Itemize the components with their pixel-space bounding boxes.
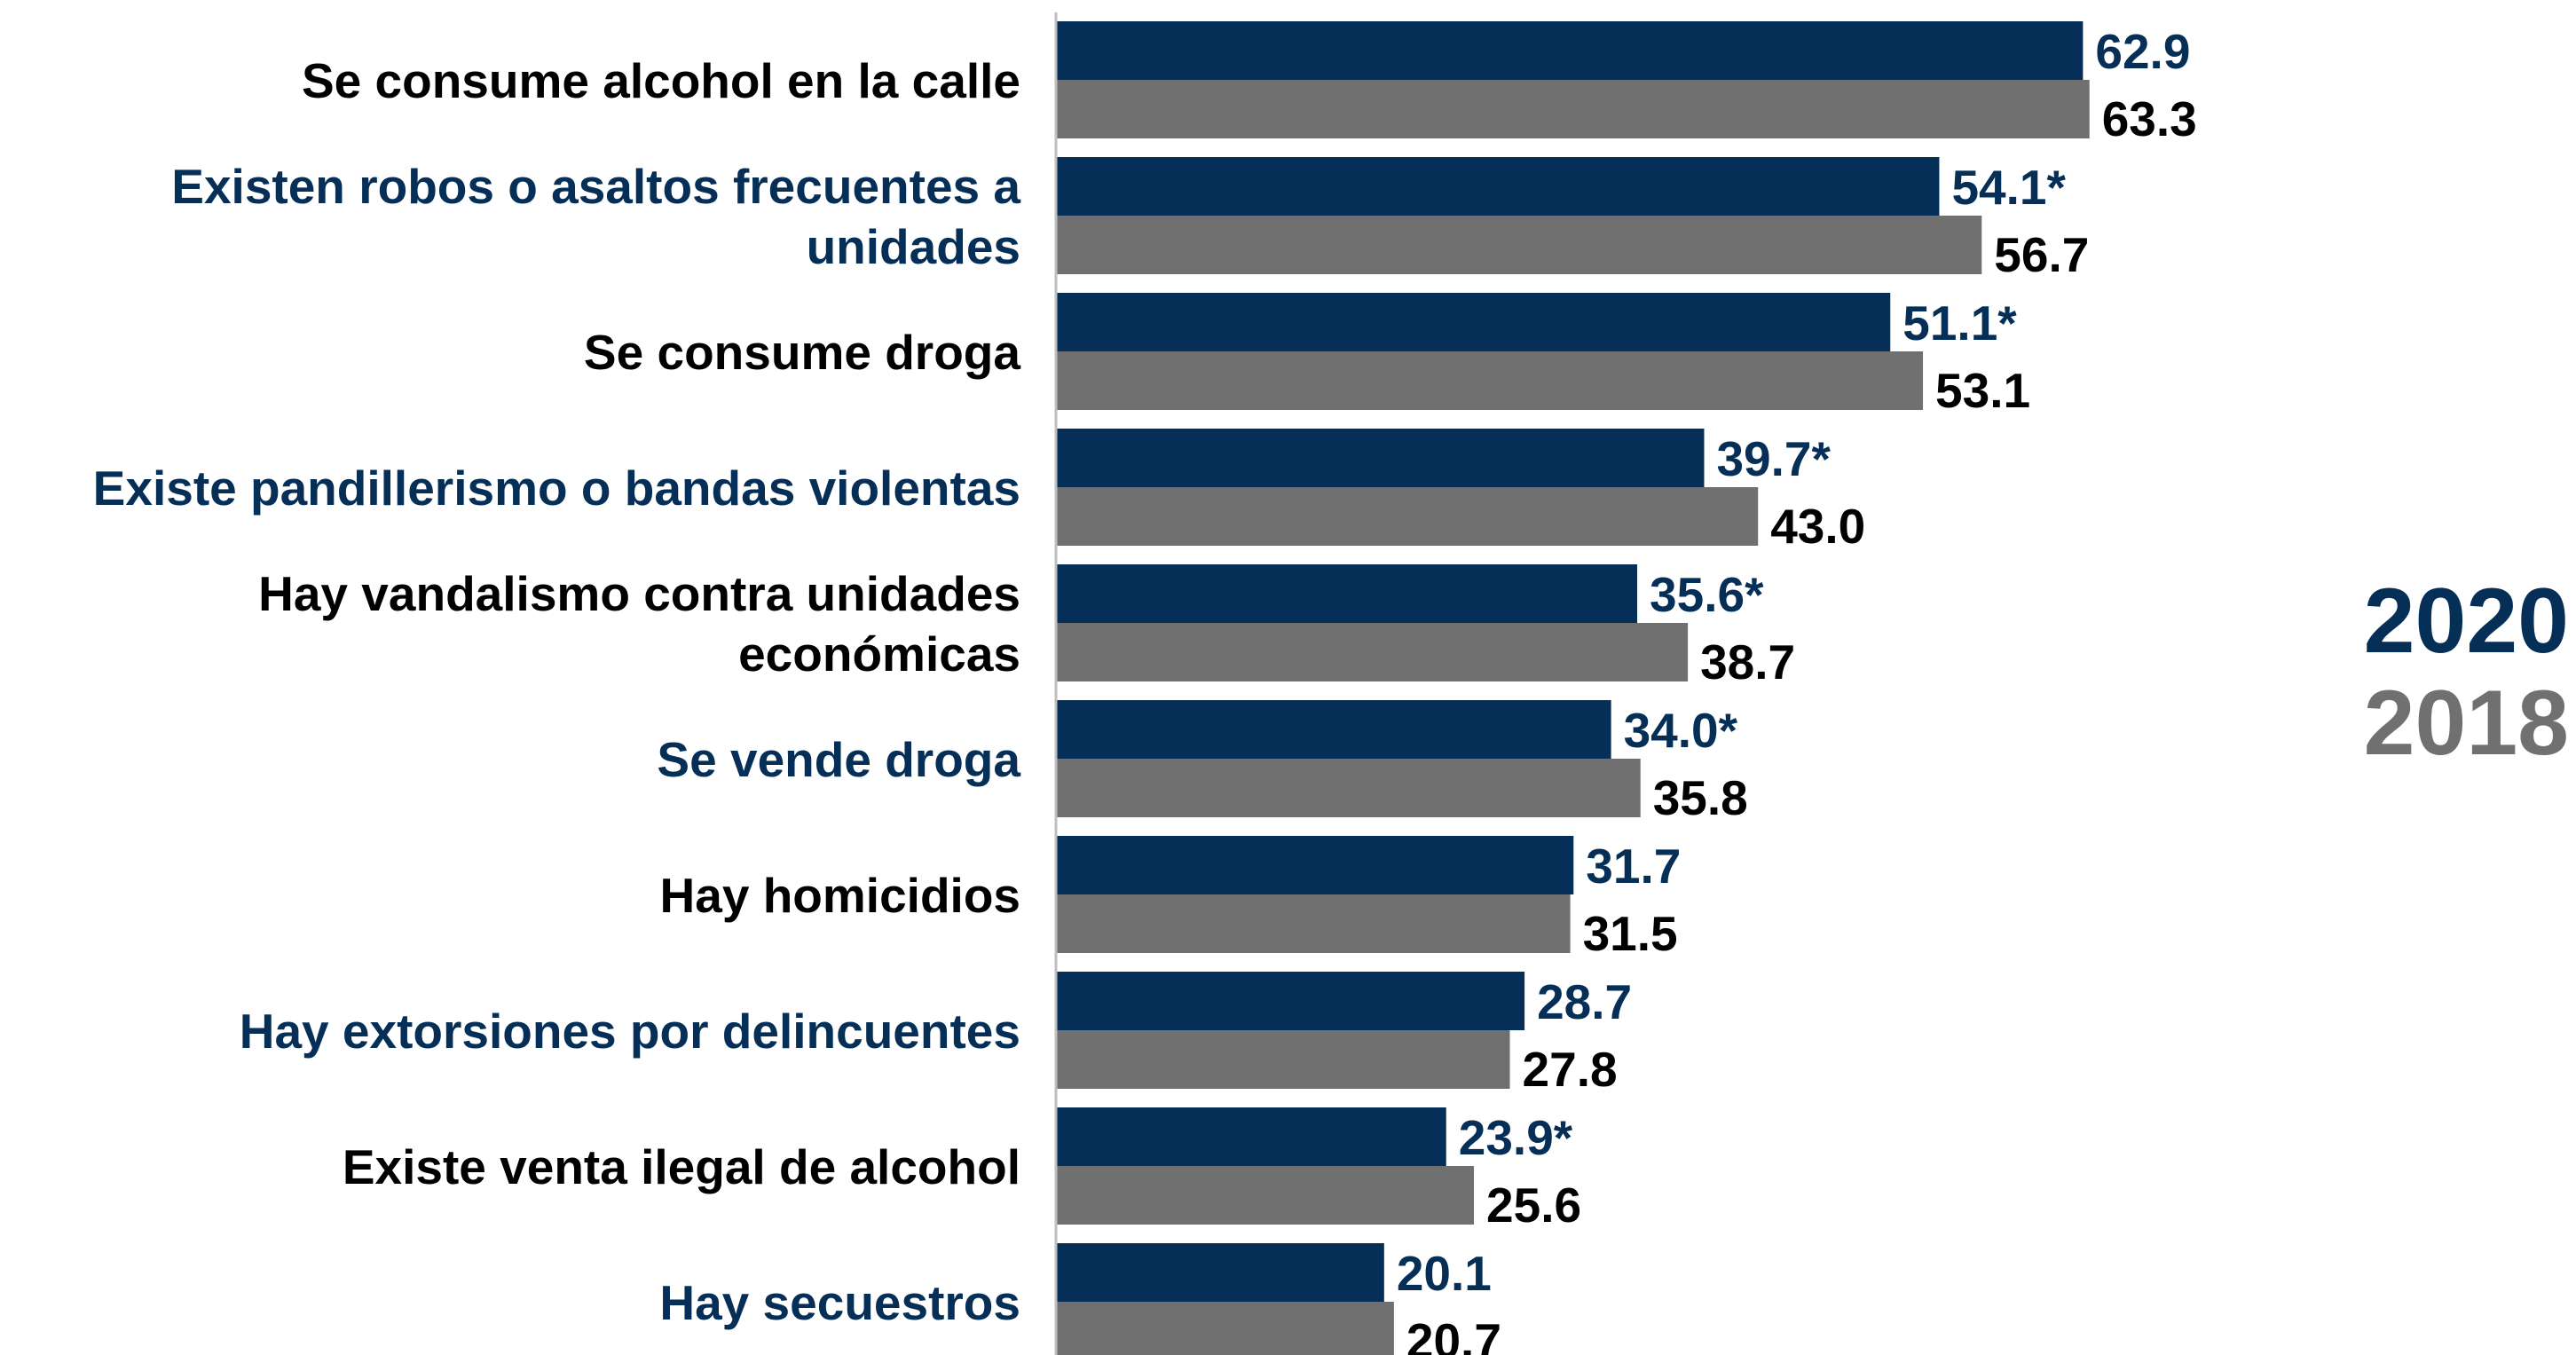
value-label-2018: 35.8: [1653, 770, 1748, 825]
bar-2018: [1056, 1302, 1394, 1355]
value-label-2018: 25.6: [1486, 1178, 1581, 1233]
category-label: Se vende droga: [657, 732, 1020, 787]
category-label: económicas: [738, 626, 1020, 681]
bar-2020: [1056, 293, 1891, 351]
category-label: Existen robos o asaltos frecuentes a: [171, 159, 1020, 214]
category-label: Hay extorsiones por delincuentes: [240, 1004, 1020, 1059]
value-label-2020: 62.9: [2095, 24, 2190, 79]
bar-2020: [1056, 972, 1525, 1030]
value-label-2020: 20.1: [1397, 1246, 1492, 1301]
bar-2018: [1056, 894, 1571, 953]
bar-2018: [1056, 487, 1759, 546]
category-label: unidades: [807, 219, 1020, 274]
value-label-2020: 39.7*: [1716, 431, 1831, 486]
bar-2020: [1056, 836, 1574, 894]
category-labels: Se consume alcohol en la calle Existen ro…: [93, 53, 1021, 1330]
value-label-2018: 20.7: [1406, 1313, 1501, 1355]
value-label-2018: 56.7: [1994, 227, 2089, 282]
bar-2018: [1056, 216, 1982, 274]
category-label: Se consume alcohol en la calle: [302, 53, 1020, 108]
bar-2018: [1056, 80, 2090, 138]
value-label-2018: 53.1: [1935, 363, 2030, 418]
value-label-2020: 34.0*: [1624, 703, 1738, 758]
bar-2020: [1056, 700, 1611, 759]
bar-2018: [1056, 351, 1924, 410]
category-label: Existe venta ilegal de alcohol: [343, 1139, 1020, 1194]
category-label: Hay homicidios: [660, 868, 1020, 923]
bar-2018: [1056, 623, 1689, 681]
value-labels: 62.9 63.3 54.1* 56.7 51.1* 53.1 39.7* 43.035.6*…: [1397, 24, 2197, 1355]
bar-2018: [1056, 1166, 1475, 1225]
bar-2020: [1056, 21, 2084, 80]
bar-2020: [1056, 1107, 1446, 1166]
category-label: Se consume droga: [584, 325, 1020, 380]
category-label: Hay secuestros: [659, 1275, 1020, 1330]
value-label-2020: 23.9*: [1459, 1110, 1573, 1165]
value-label-2018: 63.3: [2102, 91, 2197, 146]
value-label-2020: 31.7: [1586, 839, 1681, 894]
bars: [1056, 21, 2090, 1355]
category-label: Hay vandalismo contra unidades: [258, 566, 1020, 621]
value-label-2020: 28.7: [1537, 974, 1632, 1029]
value-label-2018: 43.0: [1770, 499, 1865, 554]
category-label: Existe pandillerismo o bandas violentas: [93, 461, 1020, 516]
legend-label-2020: 2020: [2364, 570, 2569, 673]
bar-2018: [1056, 759, 1641, 817]
bar-2020: [1056, 429, 1705, 487]
bar-2020: [1056, 157, 1940, 216]
bar-2020: [1056, 564, 1638, 623]
bar-2020: [1056, 1243, 1384, 1302]
value-label-2020: 51.1*: [1902, 295, 2017, 351]
value-label-2018: 27.8: [1523, 1042, 1618, 1097]
value-label-2020: 35.6*: [1650, 567, 1764, 622]
value-label-2018: 38.7: [1700, 634, 1795, 689]
value-label-2018: 31.5: [1583, 906, 1678, 961]
legend-label-2018: 2018: [2364, 672, 2569, 775]
bar-2018: [1056, 1030, 1510, 1089]
value-label-2020: 54.1*: [1951, 160, 2066, 215]
